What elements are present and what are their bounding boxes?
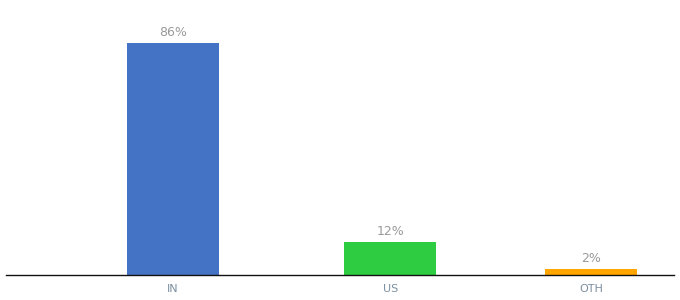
Bar [126, 43, 219, 275]
Bar [344, 242, 436, 275]
Text: 12%: 12% [376, 225, 404, 239]
Text: 2%: 2% [581, 252, 600, 265]
Text: 86%: 86% [159, 26, 187, 39]
Bar [545, 269, 636, 275]
